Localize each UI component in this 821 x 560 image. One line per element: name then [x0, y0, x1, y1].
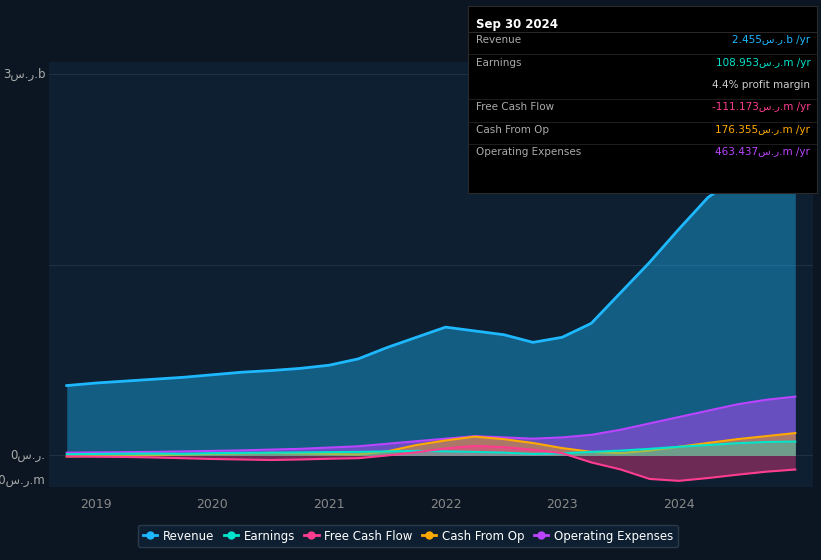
Text: 3س.ر.b: 3س.ر.b — [3, 68, 45, 81]
Text: 108.953س.ر.m /yr: 108.953س.ر.m /yr — [716, 58, 810, 68]
Legend: Revenue, Earnings, Free Cash Flow, Cash From Op, Operating Expenses: Revenue, Earnings, Free Cash Flow, Cash … — [138, 525, 678, 547]
Text: 0س.ر.: 0س.ر. — [11, 449, 45, 462]
Text: -200س.ر.m: -200س.ر.m — [0, 474, 45, 487]
Text: Revenue: Revenue — [476, 35, 521, 45]
Text: Sep 30 2024: Sep 30 2024 — [476, 18, 558, 31]
Text: 176.355س.ر.m /yr: 176.355س.ر.m /yr — [715, 125, 810, 135]
Text: Earnings: Earnings — [476, 58, 521, 68]
Text: 4.4% profit margin: 4.4% profit margin — [713, 80, 810, 90]
Text: Operating Expenses: Operating Expenses — [476, 147, 581, 157]
Text: -111.173س.ر.m /yr: -111.173س.ر.m /yr — [712, 102, 810, 113]
Text: Free Cash Flow: Free Cash Flow — [476, 102, 554, 113]
Text: Cash From Op: Cash From Op — [476, 125, 549, 135]
Text: 463.437س.ر.m /yr: 463.437س.ر.m /yr — [715, 147, 810, 157]
Text: 2.455س.ر.b /yr: 2.455س.ر.b /yr — [732, 35, 810, 45]
